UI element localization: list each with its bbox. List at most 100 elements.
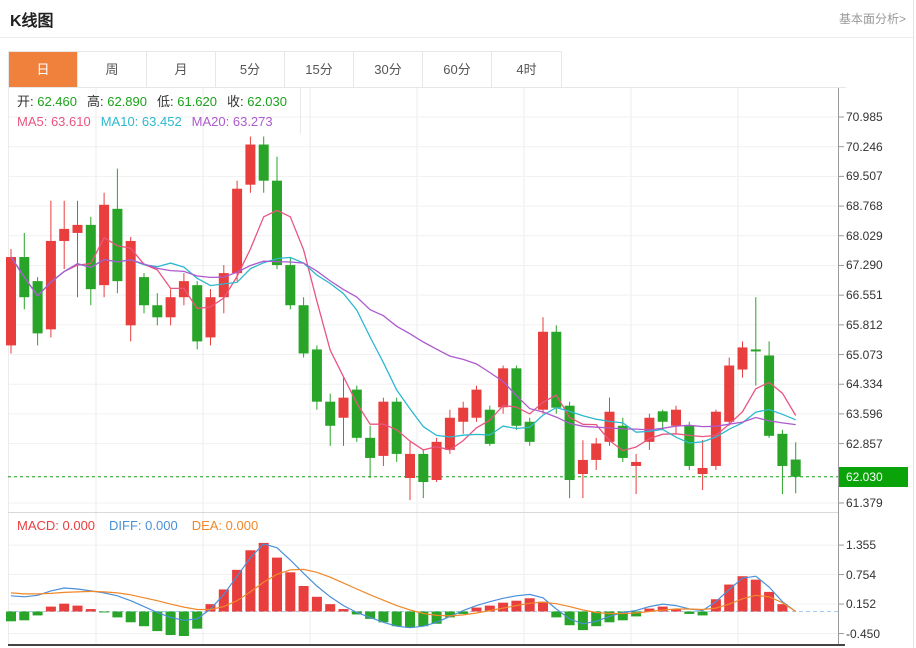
macd-bar: [431, 611, 442, 624]
price-axis-label: 68.029: [846, 228, 883, 243]
price-axis-label: 64.334: [846, 377, 883, 392]
tab-15min[interactable]: 15分: [285, 52, 354, 87]
candle-body: [112, 208, 123, 282]
candle-body: [258, 144, 269, 181]
ohlc-legend: 开: 62.460 高: 62.890 低: 61.620 收: 62.030: [17, 92, 300, 112]
macd-bar: [391, 611, 402, 627]
candle-body: [391, 401, 402, 454]
macd-bar: [764, 591, 775, 612]
candle-body: [498, 368, 509, 408]
macd-bar: [232, 569, 243, 612]
tab-4hour[interactable]: 4时: [516, 62, 537, 77]
candle-body: [72, 224, 83, 233]
candle-body: [737, 347, 748, 370]
tab-week[interactable]: 周: [78, 52, 147, 87]
ohlc-item: 低: 61.620: [157, 94, 217, 109]
macd-bar: [245, 550, 256, 612]
candle-body: [484, 409, 495, 444]
macd-bar: [591, 611, 602, 627]
candle-body: [6, 257, 16, 346]
candle-body: [32, 281, 43, 334]
macd-bar: [72, 605, 83, 612]
candle-body: [764, 355, 775, 436]
macd-bar: [218, 589, 229, 612]
macd-bar: [139, 611, 149, 627]
ohlc-item: 高: 62.890: [87, 94, 147, 109]
macd-bar: [125, 611, 136, 623]
candle-body: [125, 240, 136, 326]
macd-bar: [325, 604, 336, 612]
macd-bar: [205, 604, 216, 612]
price-axis-label: 65.812: [846, 317, 883, 332]
tab-30min[interactable]: 30分: [354, 52, 423, 87]
price-legend-box: 开: 62.460 高: 62.890 低: 61.620 收: 62.030 MA5…: [9, 88, 301, 134]
candle-body: [604, 411, 615, 442]
candle-body: [165, 297, 176, 318]
ma-legend: MA5: 63.610 MA10: 63.452 MA20: 63.273: [17, 112, 300, 132]
macd-bar: [724, 584, 735, 612]
price-axis-label: 63.596: [846, 406, 883, 421]
macd-bar: [258, 542, 269, 612]
candle-body: [458, 407, 469, 422]
candle-body: [564, 405, 575, 481]
candle-body: [405, 453, 415, 479]
candle-body: [444, 417, 455, 450]
macd-bar: [458, 611, 469, 614]
tab-5min[interactable]: 5分: [216, 52, 285, 87]
candle-body: [59, 228, 70, 241]
candle-body: [577, 459, 588, 474]
price-axis-label: 68.768: [846, 199, 883, 214]
macd-bar: [524, 598, 535, 612]
candle-body: [139, 277, 149, 306]
candle-body: [750, 349, 761, 352]
macd-bar: [112, 611, 123, 618]
macd-bar: [697, 611, 708, 616]
price-axis-label: 67.290: [846, 258, 883, 273]
price-axis-label: 70.985: [846, 110, 883, 124]
macd-bar: [671, 609, 681, 612]
macd-bar: [418, 611, 429, 627]
price-axis-label: 69.507: [846, 169, 883, 184]
candle-body: [245, 144, 256, 185]
price-axis-label: 70.246: [846, 139, 883, 154]
price-axis-label: 65.073: [846, 347, 883, 362]
ma-item: MA20: 63.273: [191, 114, 273, 129]
macd-bar: [498, 602, 509, 612]
macd-bar: [617, 611, 628, 621]
candle-body: [378, 401, 389, 456]
macd-bar: [631, 611, 642, 617]
ma20-line: [10, 256, 796, 431]
candle-body: [710, 411, 721, 466]
macd-bar: [577, 611, 588, 631]
macd-bar: [644, 608, 655, 612]
macd-item: DEA: 0.000: [191, 518, 259, 533]
candle-body: [351, 389, 362, 438]
fundamental-analysis-link[interactable]: 基本面分析>: [838, 12, 906, 26]
tab-60min[interactable]: 60分: [423, 52, 492, 87]
ohlc-item: 开: 62.460: [17, 94, 77, 109]
page-title: K线图: [10, 13, 54, 30]
interval-tabbar: 日周月 5分 15分 30分 60分 4时: [8, 51, 562, 88]
ma-item: MA5: 63.610: [17, 114, 91, 129]
candle-body: [591, 443, 602, 460]
tab-day[interactable]: 日: [9, 52, 78, 87]
candle-body: [232, 188, 243, 274]
macd-bar: [6, 611, 16, 622]
candle-body: [724, 365, 735, 422]
macd-bar: [365, 611, 376, 619]
macd-bar: [551, 611, 562, 618]
candle-body: [325, 401, 336, 426]
macd-axis-label: 1.355: [846, 538, 877, 553]
macd-bar: [657, 606, 668, 612]
candle-body: [431, 441, 442, 481]
macd-bar: [338, 609, 349, 612]
candle-body: [551, 331, 562, 408]
candle-body: [418, 453, 429, 483]
tab-month[interactable]: 月: [147, 52, 216, 87]
macd-bar: [405, 611, 415, 628]
macd-bar: [710, 599, 721, 612]
candle-body: [192, 285, 203, 342]
candle-body: [99, 204, 110, 286]
